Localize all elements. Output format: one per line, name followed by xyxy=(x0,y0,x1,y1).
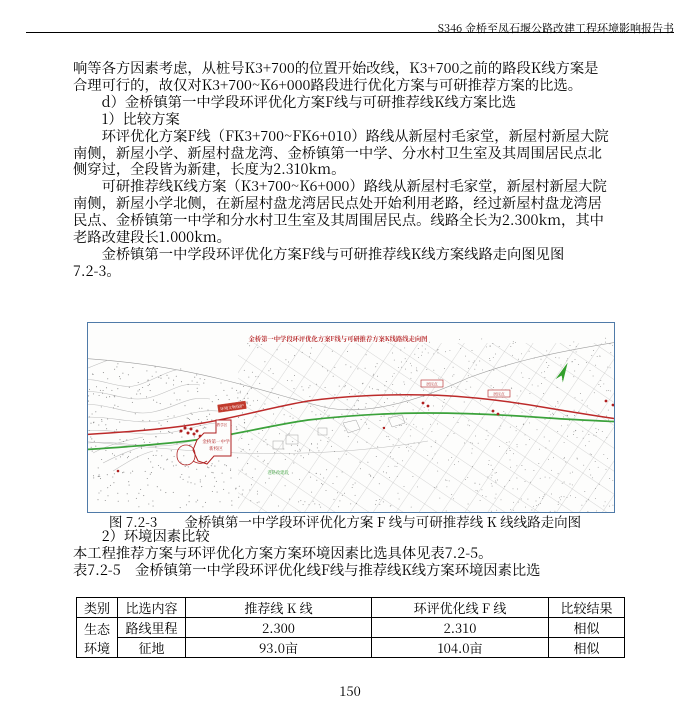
svg-text:居民点: 居民点 xyxy=(493,391,505,397)
svg-text:居民点: 居民点 xyxy=(426,381,438,387)
svg-text:金桥第一中学段环评优化方案F线与可研推荐方案K线路线走向图: 金桥第一中学段环评优化方案F线与可研推荐方案K线路线走向图 xyxy=(249,334,428,343)
svg-text:教学区: 教学区 xyxy=(217,422,228,428)
svg-text:新校区: 新校区 xyxy=(209,445,223,452)
svg-text:金桥第一中学: 金桥第一中学 xyxy=(202,438,230,445)
svg-text:老路改建段: 老路改建段 xyxy=(267,469,289,476)
